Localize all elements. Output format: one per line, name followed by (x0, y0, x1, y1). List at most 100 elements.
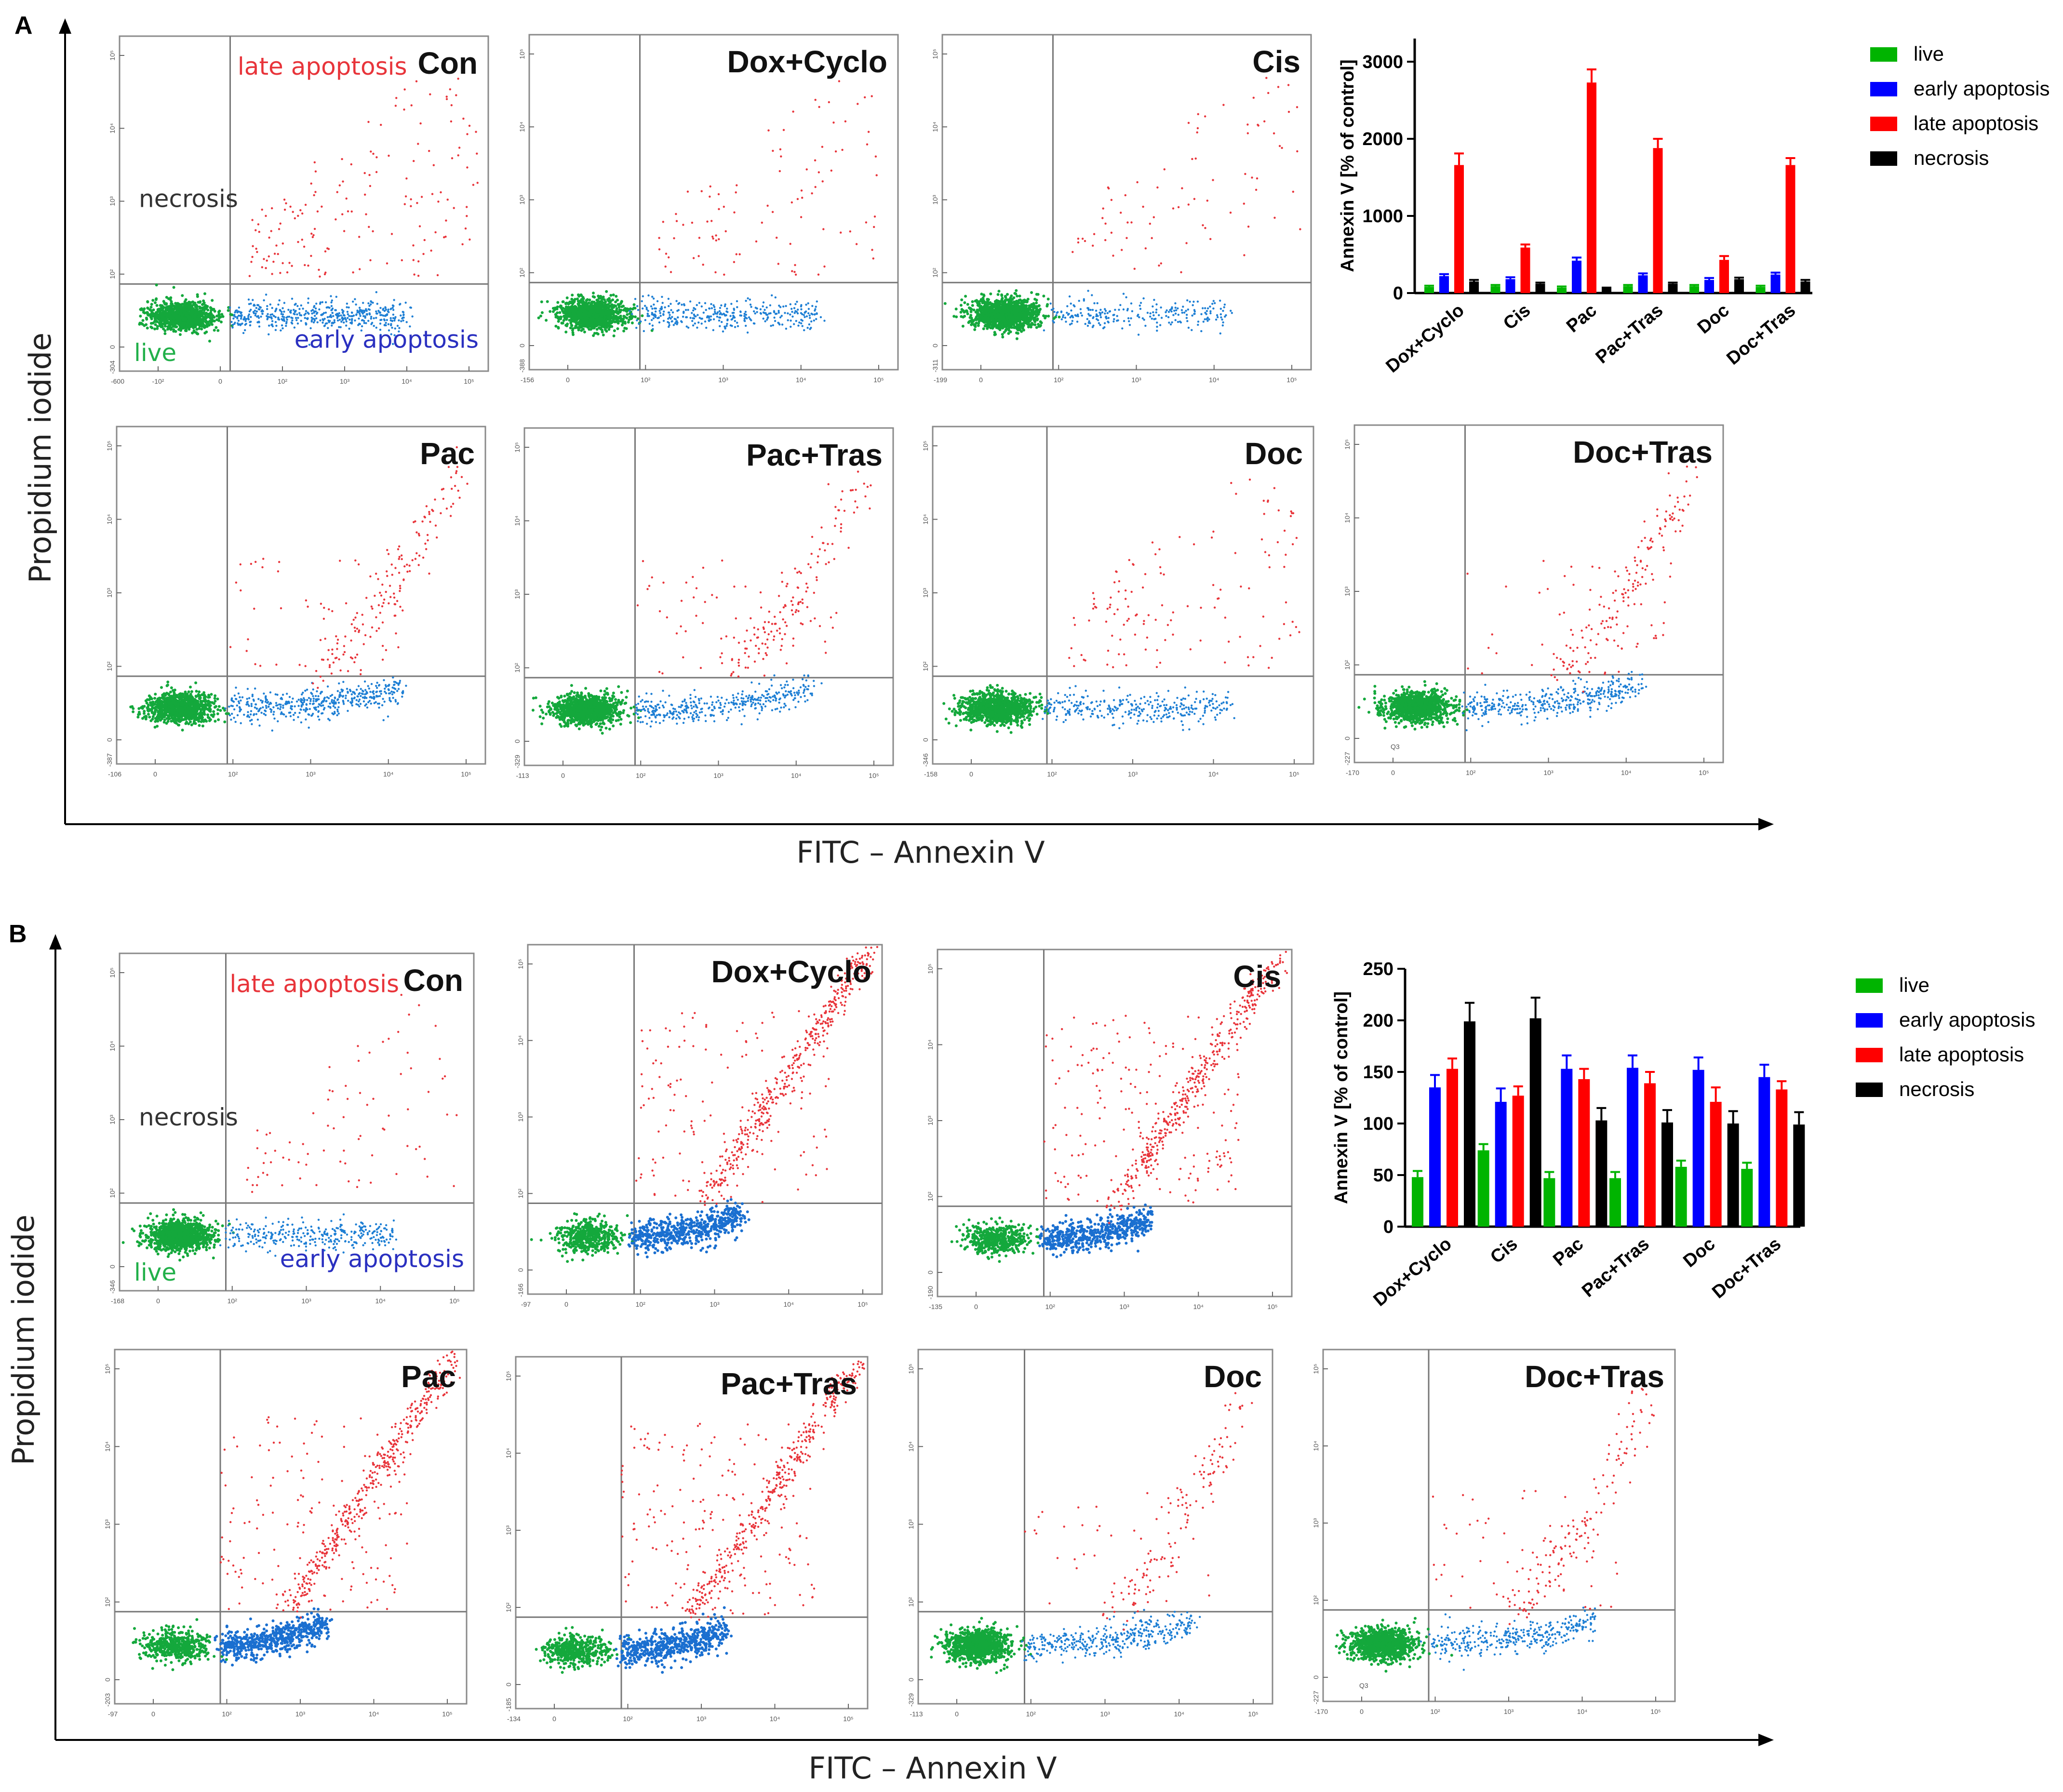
x-tick-label: 0 (1360, 1708, 1364, 1715)
y-tick-label: 10⁴ (931, 121, 939, 132)
x-tick-label: 10⁴ (383, 770, 394, 778)
scatter-dots (530, 946, 879, 1263)
y-tick-label: 10³ (106, 588, 113, 598)
x-tick-label: 10⁵ (1289, 770, 1299, 778)
x-min-label: -134 (507, 1715, 521, 1723)
scatter-dots (537, 80, 878, 337)
bar-live-pac (1543, 1178, 1555, 1227)
scatter-dots (942, 478, 1300, 734)
legend-label-live: live (1914, 42, 1944, 65)
panel-b-y-title: Propidium iodide (6, 1215, 41, 1465)
x-tick-label: 10⁴ (1208, 770, 1219, 778)
plot-title: Con (418, 46, 478, 80)
axis-ticks: 0 10² 10³ 10⁴ 10⁵ -97 10⁵ 10⁴ 10³ 10² 0 -203 (104, 1364, 453, 1718)
error-bar (1628, 1054, 1637, 1068)
x-tick-label: 10⁴ (1193, 1303, 1204, 1311)
y-min-label: -329 (907, 1693, 915, 1707)
bar-late-apoptosis-pac-plus-tras (1653, 148, 1663, 293)
y-tick-label: 10³ (104, 1519, 111, 1529)
y-tick-label: 10² (931, 267, 939, 278)
x-tick-label: 10² (636, 772, 646, 779)
scatter-dots (943, 77, 1301, 340)
y-tick-label: 10⁵ (518, 49, 526, 59)
quadrant-label-early: early apoptosis (280, 1245, 464, 1273)
y-tick-label: 10³ (1312, 1518, 1320, 1528)
y-tick-label: 10³ (108, 196, 116, 206)
y-tick-label: 10⁴ (513, 516, 521, 526)
y-tick-label: 10⁴ (517, 1035, 524, 1046)
panel-a: A Propidium iodide FITC – Annexin V -10²… (14, 12, 2050, 870)
error-bar (1520, 243, 1530, 248)
error-bar (1693, 1056, 1703, 1070)
bar-early-apoptosis-pac (1572, 260, 1581, 293)
x-min-label: -170 (1314, 1708, 1328, 1715)
error-bar (1579, 1068, 1589, 1079)
axis-ticks: 0 10² 10³ 10⁴ 10⁵ -168 10⁵ 10⁴ 10³ 10² 0 -346 (108, 967, 460, 1305)
panel-b-x-title: FITC – Annexin V (808, 1751, 1057, 1786)
x-tick-label: 10⁵ (1286, 376, 1297, 384)
flow-plot-cis: 0 10² 10³ 10⁴ 10⁵ -135 10⁵ 10⁴ 10³ 10² 0 -190 Cis (926, 949, 1293, 1311)
error-bar (1490, 284, 1500, 286)
y-min-label: -311 (931, 359, 939, 372)
bar-early-apoptosis-pac-plus-tras (1638, 275, 1648, 293)
y-tick-label: 10⁴ (108, 123, 116, 134)
legend-swatch-live (1856, 978, 1883, 993)
x-tick-label: 10² (228, 1297, 238, 1305)
y-tick-label: 10³ (505, 1525, 512, 1536)
y-tick-label: 10⁵ (108, 50, 116, 60)
x-tick-label: 10³ (1100, 1710, 1110, 1718)
axis-ticks: 0 10² 10³ 10⁴ 10⁵ -135 10⁵ 10⁴ 10³ 10² 0 -190 (926, 963, 1278, 1311)
bar-live-pac (1557, 287, 1567, 293)
x-tick-label: 10² (641, 376, 651, 384)
y-min-label: -329 (513, 755, 521, 768)
plot-title: Cis (1233, 959, 1281, 994)
x-min-label: -158 (924, 770, 938, 778)
legend-swatch-late-apoptosis (1856, 1048, 1883, 1062)
y-tick-label: 10² (505, 1603, 512, 1613)
x-min-label: -97 (521, 1300, 531, 1308)
bar-y-tick-label: 0 (1393, 283, 1403, 304)
bar-live-doc-plus-tras (1755, 287, 1766, 293)
x-tick-label: 10⁴ (1621, 769, 1632, 776)
error-bar (1676, 1160, 1686, 1167)
y-tick-label: 10⁵ (505, 1371, 512, 1381)
x-tick-label: 0 (979, 376, 983, 384)
bar-necrosis-pac-plus-tras (1661, 1122, 1673, 1227)
flow-plot-doc: 0 10² 10³ 10⁴ 10⁵ -158 10⁵ 10⁴ 10³ 10² 0 -346 Doc (922, 426, 1314, 778)
x-min-label: -97 (108, 1710, 118, 1718)
flow-plot-doc-plus-tras: 0 10² 10³ 10⁴ 10⁵ -170 10⁵ 10⁴ 10³ 10² 0 -227 Q3 Doc+… (1343, 424, 1724, 776)
error-bar (1439, 273, 1449, 276)
legend-label-necrosis: necrosis (1914, 147, 1989, 169)
legend-swatch-late-apoptosis (1870, 117, 1897, 131)
x-tick-label: 10² (1054, 376, 1064, 384)
error-bar (1535, 281, 1545, 284)
x-tick-label: 10³ (1128, 770, 1138, 778)
bar-early-apoptosis-doc-plus-tras (1758, 1077, 1770, 1227)
legend-swatch-early-apoptosis (1856, 1013, 1883, 1028)
quadrant-label-live: live (134, 339, 176, 367)
x-tick-label: 10² (222, 1710, 232, 1718)
y-tick-label: 10⁴ (926, 1040, 934, 1050)
x-min-label: -106 (108, 770, 121, 778)
error-bar (1505, 276, 1515, 280)
x-tick-label: 0 (156, 1297, 160, 1305)
y-tick-label: 10² (108, 269, 116, 279)
bar-necrosis-doc-plus-tras (1793, 1124, 1805, 1227)
x-tick-label: 10² (636, 1300, 646, 1308)
bar-necrosis-doc (1727, 1123, 1739, 1227)
x-min-label: -199 (934, 376, 947, 384)
x-tick-label: 0 (564, 1300, 568, 1308)
error-bar (1728, 1110, 1738, 1123)
x-tick-label: 10³ (1543, 769, 1554, 776)
plot-title: Pac (420, 436, 475, 471)
panel-a-y-title: Propidium iodide (23, 333, 58, 583)
x-tick-label: 10³ (295, 1710, 306, 1718)
x-tick-label: 10³ (340, 377, 350, 385)
bar-y-tick-label: 150 (1363, 1062, 1393, 1083)
error-bar (1413, 1170, 1422, 1177)
y-min-label: -166 (517, 1284, 524, 1297)
x-tick-label: 10⁴ (402, 377, 412, 385)
y-tick-label: 10² (907, 1597, 915, 1607)
scatter-dots (1357, 465, 1698, 732)
bar-necrosis-dox-plus-cyclo (1469, 281, 1479, 293)
